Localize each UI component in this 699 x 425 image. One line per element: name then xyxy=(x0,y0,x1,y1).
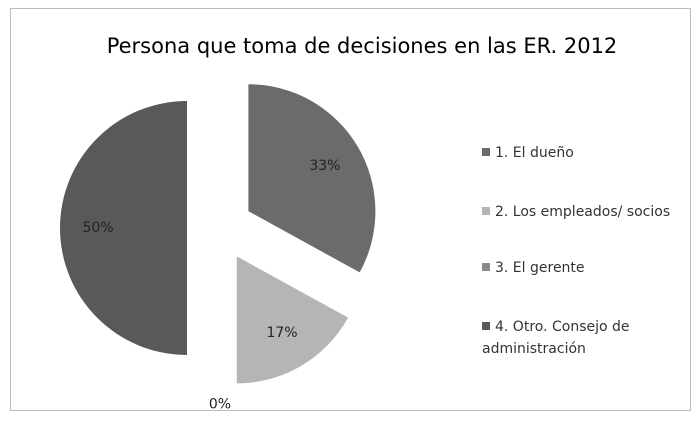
legend-item: 4. Otro. Consejo de administración xyxy=(482,316,687,360)
pie-slice xyxy=(236,256,349,384)
data-label: 17% xyxy=(266,325,297,341)
legend-label: 2. Los empleados/ socios xyxy=(495,204,671,220)
pie-slice xyxy=(248,84,376,273)
legend-swatch xyxy=(482,263,490,271)
chart-title: Persona que toma de decisiones en las ER… xyxy=(107,34,618,58)
legend-swatch xyxy=(482,207,490,215)
legend-item: 2. Los empleados/ socios xyxy=(482,201,687,223)
legend-label: 3. El gerente xyxy=(495,260,585,276)
pie-slice xyxy=(60,101,187,355)
legend-label: 4. Otro. Consejo de administración xyxy=(482,319,630,357)
legend-swatch xyxy=(482,322,490,330)
data-label: 0% xyxy=(209,397,231,413)
legend-label: 1. El dueño xyxy=(495,145,574,161)
data-label: 33% xyxy=(309,158,340,174)
chart-frame xyxy=(10,8,691,411)
data-label: 50% xyxy=(83,220,114,236)
legend-swatch xyxy=(482,148,490,156)
legend-item: 3. El gerente xyxy=(482,257,687,279)
legend-item: 1. El dueño xyxy=(482,142,687,164)
